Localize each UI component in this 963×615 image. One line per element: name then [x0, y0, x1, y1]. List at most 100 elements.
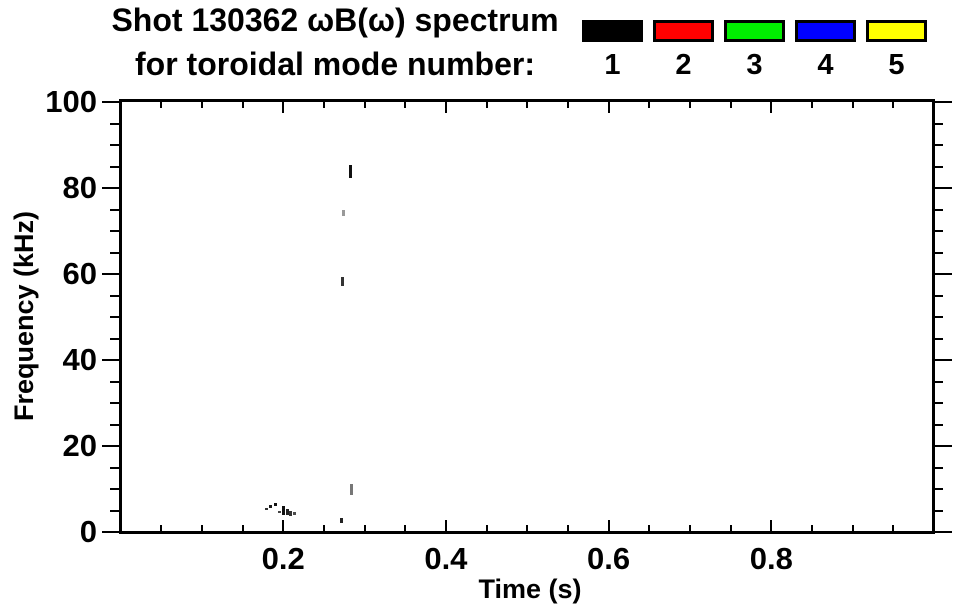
x-minor-tick-bottom	[892, 525, 895, 531]
y-tick-label: 80	[62, 170, 97, 205]
x-minor-tick-bottom	[200, 525, 203, 531]
y-major-tick-left	[102, 273, 119, 275]
y-minor-tick-left	[110, 466, 119, 469]
x-major-tick-top	[607, 102, 610, 113]
y-minor-tick-right	[935, 337, 943, 340]
y-minor-tick-left	[110, 337, 119, 340]
x-minor-tick-top	[892, 102, 895, 108]
y-major-tick-right	[935, 359, 952, 361]
legend-swatch-mode-1	[582, 20, 643, 42]
y-minor-tick-left	[110, 122, 119, 125]
y-minor-tick-right	[935, 208, 943, 211]
y-tick-label: 20	[62, 428, 97, 463]
x-minor-tick-top	[363, 102, 366, 108]
y-minor-tick-right	[935, 402, 943, 404]
x-minor-tick-bottom	[241, 525, 244, 531]
legend-swatch-mode-5	[866, 20, 927, 42]
y-major-tick-left	[102, 359, 119, 361]
y-major-tick-right	[935, 187, 952, 189]
y-minor-tick-right	[935, 144, 943, 146]
legend-number: 4	[817, 49, 834, 81]
x-major-tick-bottom	[282, 520, 285, 531]
x-minor-tick-bottom	[729, 525, 732, 531]
legend-number: 5	[888, 49, 905, 81]
x-minor-tick-bottom	[404, 525, 407, 531]
data-point	[269, 505, 273, 508]
y-tick-label: 0	[79, 514, 97, 549]
y-minor-tick-left	[110, 402, 119, 404]
y-major-tick-left	[102, 531, 119, 533]
x-tick-label: 0.8	[749, 541, 793, 576]
y-minor-tick-left	[110, 509, 119, 512]
x-minor-tick-top	[485, 102, 488, 108]
y-major-tick-right	[935, 101, 952, 103]
x-minor-tick-top	[160, 102, 163, 108]
legend: 1 2 3 4 5	[582, 20, 927, 80]
data-point	[273, 502, 277, 506]
x-minor-tick-top	[200, 102, 203, 108]
x-minor-tick-bottom	[648, 525, 651, 531]
legend-entry: 5	[866, 20, 927, 80]
data-point	[350, 484, 354, 496]
x-minor-tick-bottom	[851, 525, 854, 531]
chart-subtitle: for toroidal mode number:	[135, 46, 535, 82]
x-minor-tick-bottom	[526, 525, 529, 531]
legend-entry: 1	[582, 20, 643, 80]
y-minor-tick-left	[110, 488, 119, 490]
x-minor-tick-top	[566, 102, 569, 108]
y-minor-tick-left	[110, 208, 119, 211]
legend-number: 2	[675, 49, 692, 81]
x-minor-tick-bottom	[566, 525, 569, 531]
y-tick-label: 100	[45, 84, 97, 119]
y-minor-tick-right	[935, 294, 943, 297]
y-minor-tick-left	[110, 380, 119, 383]
x-major-tick-bottom	[607, 520, 610, 531]
y-minor-tick-right	[935, 230, 943, 232]
y-minor-tick-right	[935, 165, 943, 168]
x-major-tick-bottom	[444, 520, 447, 531]
legend-number: 1	[604, 49, 621, 81]
y-minor-tick-right	[935, 251, 943, 254]
y-axis-title: Frequency (kHz)	[9, 210, 39, 422]
y-minor-tick-left	[110, 144, 119, 146]
x-minor-tick-bottom	[322, 525, 325, 531]
data-point	[278, 510, 282, 513]
y-tick-label: 60	[62, 256, 97, 291]
legend-entry: 3	[724, 20, 785, 80]
legend-swatch-mode-4	[795, 20, 856, 42]
legend-entry: 2	[653, 20, 714, 80]
y-minor-tick-left	[110, 423, 119, 426]
legend-entry: 4	[795, 20, 856, 80]
x-tick-label: 0.4	[424, 541, 468, 576]
data-point	[341, 277, 345, 287]
x-tick-label: 0.6	[587, 541, 631, 576]
x-minor-tick-top	[404, 102, 407, 108]
x-minor-tick-top	[810, 102, 813, 108]
data-point	[265, 507, 269, 511]
x-minor-tick-top	[729, 102, 732, 108]
x-minor-tick-bottom	[688, 525, 691, 531]
y-major-tick-left	[102, 101, 119, 103]
legend-swatch-mode-3	[724, 20, 785, 42]
x-minor-tick-top	[851, 102, 854, 108]
plot-frame	[119, 99, 935, 534]
data-point	[340, 517, 344, 523]
y-minor-tick-right	[935, 423, 943, 426]
y-minor-tick-left	[110, 230, 119, 232]
y-major-tick-right	[935, 531, 952, 533]
legend-number: 3	[746, 49, 763, 81]
x-major-tick-top	[282, 102, 285, 113]
legend-swatch-mode-2	[653, 20, 714, 42]
y-tick-label: 40	[62, 342, 97, 377]
y-minor-tick-right	[935, 509, 943, 512]
data-point	[289, 511, 293, 516]
data-point	[349, 165, 353, 179]
chart-title: Shot 130362 ωB(ω) spectrum	[111, 2, 559, 38]
data-point	[285, 508, 289, 515]
x-minor-tick-top	[688, 102, 691, 108]
y-minor-tick-left	[110, 251, 119, 254]
x-minor-tick-top	[241, 102, 244, 108]
x-minor-tick-bottom	[810, 525, 813, 531]
x-axis-title: Time (s)	[478, 574, 582, 604]
